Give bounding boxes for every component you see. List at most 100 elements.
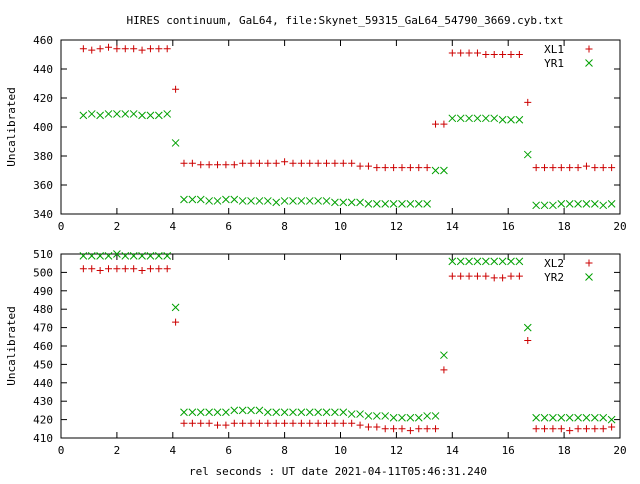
- data-point-yr1: [507, 115, 515, 124]
- panel-1: 0 2 4 6 8 10 12 14 16 18 20 340 360 380 400 420 440 460 Un…: [5, 34, 627, 233]
- data-point-xl2: [146, 265, 154, 273]
- y-tick-label: 380: [33, 150, 53, 163]
- data-point-yr1: [532, 201, 541, 210]
- data-point-yr2: [532, 413, 541, 422]
- data-point-yr2: [79, 251, 88, 260]
- data-point-yr1: [347, 198, 356, 207]
- data-point-yr2: [448, 257, 457, 266]
- data-point-yr2: [213, 408, 222, 417]
- y-tick-label: 460: [33, 340, 53, 353]
- data-point-xl1: [549, 164, 557, 172]
- y-tick-label: 430: [33, 395, 53, 408]
- data-point-yr2: [590, 413, 599, 422]
- data-point-yr1: [255, 197, 264, 205]
- data-point-xl2: [499, 274, 507, 282]
- data-point-xl2: [582, 425, 590, 433]
- data-point-xl2: [465, 272, 473, 280]
- data-point-yr2: [582, 413, 591, 422]
- data-point-xl1: [96, 45, 104, 53]
- data-point-yr1: [356, 198, 364, 207]
- data-point-yr1: [549, 201, 557, 210]
- data-point-yr1: [331, 198, 339, 207]
- data-point-yr1: [456, 114, 465, 123]
- data-point-yr1: [314, 197, 322, 205]
- data-point-xl2: [574, 425, 582, 433]
- data-point-yr2: [163, 251, 172, 260]
- data-point-xl1: [88, 46, 96, 54]
- data-point-yr2: [272, 408, 281, 417]
- x-tick-label: 10: [334, 444, 347, 457]
- data-point-yr1: [590, 199, 599, 208]
- x-tick-label: 4: [169, 220, 176, 233]
- data-point-yr1: [465, 114, 473, 123]
- data-point-xl2: [272, 419, 280, 427]
- data-point-xl1: [314, 159, 322, 167]
- data-point-yr2: [465, 257, 473, 266]
- data-point-yr1: [557, 199, 566, 208]
- data-point-xl2: [155, 265, 163, 273]
- x-tick-label: 12: [390, 444, 403, 457]
- x-tick-label: 2: [114, 444, 121, 457]
- data-point-yr1: [481, 114, 490, 123]
- data-point-yr2: [398, 413, 406, 422]
- x-tick-label: 6: [225, 220, 232, 233]
- data-point-yr1: [129, 110, 138, 118]
- data-point-xl1: [356, 162, 364, 170]
- data-point-xl2: [364, 423, 372, 431]
- data-point-xl2: [214, 421, 222, 429]
- y-tick-label: 450: [33, 358, 53, 371]
- data-point-xl1: [264, 159, 272, 167]
- data-point-xl2: [448, 272, 456, 280]
- data-point-xl2: [205, 419, 213, 427]
- data-point-xl1: [582, 162, 590, 170]
- data-point-xl1: [390, 164, 398, 172]
- data-point-yr2: [331, 408, 339, 417]
- y-tick-label: 500: [33, 266, 53, 279]
- data-point-xl1: [432, 120, 440, 128]
- data-point-yr2: [498, 257, 507, 266]
- data-point-yr1: [238, 197, 247, 205]
- data-point-yr1: [565, 199, 574, 208]
- data-point-xl2: [415, 425, 423, 433]
- data-point-yr2: [121, 251, 130, 260]
- series-xl1: [79, 43, 616, 172]
- data-point-xl2: [79, 265, 87, 273]
- plot-frame: [60, 39, 621, 215]
- data-point-xl1: [289, 159, 297, 167]
- data-point-xl1: [331, 159, 339, 167]
- data-point-yr2: [565, 413, 574, 422]
- x-tick-label: 8: [281, 444, 288, 457]
- data-point-yr1: [490, 114, 499, 123]
- y-tick-label: 470: [33, 322, 53, 335]
- data-point-yr2: [305, 408, 314, 417]
- data-point-xl2: [566, 427, 574, 435]
- data-point-xl1: [515, 51, 523, 58]
- data-point-xl1: [415, 164, 423, 172]
- x-tick-label: 0: [58, 220, 65, 233]
- data-point-yr2: [456, 257, 465, 266]
- plot-frame: [60, 253, 621, 439]
- data-point-yr1: [322, 197, 331, 205]
- legend-marker-xl1: [585, 45, 593, 53]
- data-point-yr2: [431, 412, 440, 420]
- chart-title: HIRES continuum, GaL64, file:Skynet_5931…: [126, 14, 563, 27]
- data-point-xl1: [297, 159, 305, 167]
- data-point-xl1: [188, 159, 196, 167]
- data-point-yr1: [121, 110, 130, 118]
- data-point-yr1: [599, 201, 608, 210]
- data-point-xl2: [608, 423, 616, 431]
- data-point-xl1: [398, 164, 406, 172]
- data-point-yr1: [272, 198, 281, 207]
- data-point-xl1: [247, 159, 255, 167]
- data-point-xl2: [440, 366, 448, 374]
- data-point-xl1: [121, 45, 129, 53]
- data-point-yr1: [339, 198, 348, 207]
- data-point-yr1: [247, 197, 255, 205]
- data-point-yr2: [364, 412, 373, 420]
- data-point-xl1: [214, 161, 222, 169]
- data-point-xl1: [473, 49, 481, 57]
- data-point-yr1: [138, 111, 146, 120]
- data-point-xl1: [180, 159, 188, 167]
- legend-label-yr1: YR1: [544, 57, 564, 70]
